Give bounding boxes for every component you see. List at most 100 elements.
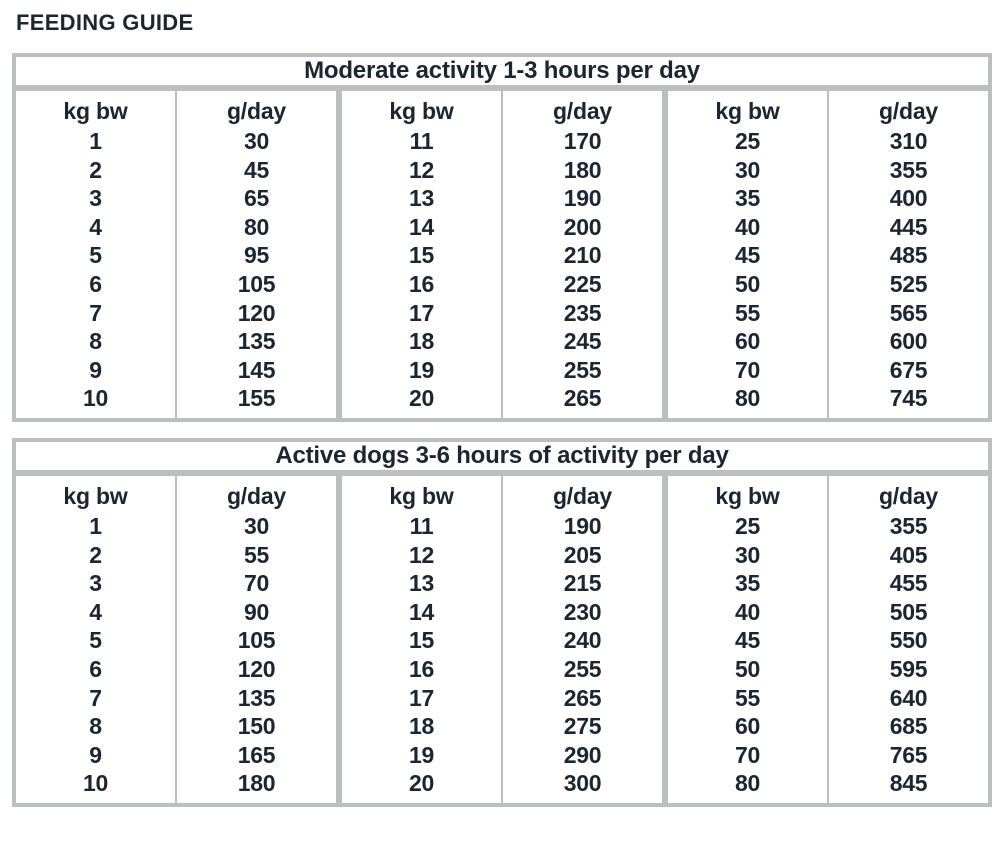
kg-bw-value: 8: [89, 328, 102, 355]
kg-bw-value: 35: [735, 185, 760, 212]
g-day-value: 200: [563, 213, 602, 240]
kg-bw-value: 25: [735, 128, 760, 154]
g-day-value: 165: [237, 741, 276, 768]
kg-bw-header: kg bw: [715, 98, 780, 124]
kg-bw-value: 8: [89, 713, 102, 740]
kg-bw-value: 18: [409, 328, 434, 355]
kg-bw-value: 16: [409, 270, 434, 297]
weight-column: kg bw 11 12 13 14 15 16 17 18 19 20: [342, 91, 503, 418]
g-day-value: 745: [889, 385, 928, 412]
column-group: kg bw 1 2 3 4 5 6 7 8 9 10 g/day 30 55 70 90 105 120 135 15…: [16, 475, 336, 803]
g-day-value: 105: [237, 627, 276, 654]
g-day-value: 80: [244, 213, 269, 240]
kg-bw-value: 30: [735, 541, 760, 568]
amount-column: g/day 170 180 190 200 210 225 235 245 255 265: [503, 91, 662, 418]
kg-bw-header: kg bw: [389, 482, 454, 509]
kg-bw-value: 4: [89, 213, 102, 240]
kg-bw-header: kg bw: [63, 482, 128, 509]
kg-bw-header: kg bw: [389, 98, 454, 124]
g-day-header: g/day: [878, 98, 939, 124]
kg-bw-value: 6: [89, 270, 102, 297]
g-day-header: g/day: [226, 482, 287, 509]
kg-bw-header: kg bw: [63, 98, 128, 124]
page: FEEDING GUIDE Moderate activity 1-3 hour…: [12, 10, 992, 807]
g-day-value: 170: [563, 128, 602, 154]
kg-bw-value: 18: [409, 713, 434, 740]
g-day-value: 70: [244, 570, 269, 597]
g-day-value: 235: [563, 299, 602, 326]
kg-bw-value: 40: [735, 213, 760, 240]
kg-bw-value: 5: [89, 242, 102, 269]
kg-bw-value: 40: [735, 598, 760, 625]
g-day-value: 355: [889, 156, 928, 183]
g-day-value: 135: [237, 684, 276, 711]
g-day-value: 685: [889, 713, 928, 740]
kg-bw-value: 12: [409, 541, 434, 568]
kg-bw-value: 30: [735, 156, 760, 183]
kg-bw-value: 35: [735, 570, 760, 597]
kg-bw-value: 19: [409, 741, 434, 768]
g-day-value: 765: [889, 741, 928, 768]
g-day-header: g/day: [552, 482, 613, 509]
g-day-value: 265: [563, 684, 602, 711]
kg-bw-value: 16: [409, 655, 434, 682]
column-group: kg bw 11 12 13 14 15 16 17 18 19 20 g/day 190 205 215 2…: [336, 475, 662, 803]
amount-column: g/day 190 205 215 230 240 255 265 275 290 300: [503, 476, 662, 803]
kg-bw-value: 80: [735, 770, 760, 797]
kg-bw-value: 17: [409, 684, 434, 711]
g-day-value: 255: [563, 356, 602, 383]
kg-bw-value: 7: [89, 299, 102, 326]
weight-column: kg bw 1 2 3 4 5 6 7 8 9 10: [16, 91, 177, 418]
g-day-value: 30: [244, 512, 269, 539]
amount-column: g/day 355 405 455 505 550 595 640 685 765 845: [829, 476, 988, 803]
g-day-value: 215: [563, 570, 602, 597]
g-day-header: g/day: [552, 98, 613, 124]
kg-bw-value: 6: [89, 655, 102, 682]
kg-bw-value: 19: [409, 356, 434, 383]
kg-bw-value: 15: [409, 627, 434, 654]
kg-bw-value: 1: [89, 128, 102, 154]
kg-bw-value: 13: [409, 185, 434, 212]
g-day-value: 455: [889, 570, 928, 597]
kg-bw-value: 3: [89, 570, 102, 597]
active-dogs-table: Active dogs 3-6 hours of activity per da…: [12, 437, 992, 807]
column-group: kg bw 25 30 35 40 45 50 55 60 70 80 g/day 310 355 400 4…: [662, 91, 988, 418]
kg-bw-value: 60: [735, 713, 760, 740]
kg-bw-value: 14: [409, 598, 434, 625]
kg-bw-value: 7: [89, 684, 102, 711]
kg-bw-value: 45: [735, 242, 760, 269]
kg-bw-value: 25: [735, 512, 760, 539]
kg-bw-value: 1: [89, 512, 102, 539]
amount-column: g/day 310 355 400 445 485 525 565 600 675 745: [829, 91, 988, 418]
kg-bw-value: 2: [89, 541, 102, 568]
table-body: kg bw 1 2 3 4 5 6 7 8 9 10 g/day 30 45 65 80 95 105 120 135…: [16, 91, 988, 418]
g-day-value: 300: [563, 770, 602, 797]
kg-bw-value: 15: [409, 242, 434, 269]
moderate-activity-table: Moderate activity 1-3 hours per day kg b…: [12, 53, 992, 422]
g-day-value: 145: [237, 356, 276, 383]
g-day-value: 180: [237, 770, 276, 797]
kg-bw-value: 11: [409, 512, 434, 539]
g-day-value: 240: [563, 627, 602, 654]
g-day-value: 180: [563, 156, 602, 183]
column-group: kg bw 1 2 3 4 5 6 7 8 9 10 g/day 30 45 65 80 95 105 120 135…: [16, 91, 336, 418]
g-day-value: 210: [563, 242, 602, 269]
kg-bw-value: 5: [89, 627, 102, 654]
g-day-value: 120: [237, 299, 276, 326]
g-day-value: 355: [889, 512, 928, 539]
g-day-value: 550: [889, 627, 928, 654]
g-day-value: 565: [889, 299, 928, 326]
kg-bw-value: 70: [735, 741, 760, 768]
g-day-value: 275: [563, 713, 602, 740]
g-day-value: 65: [244, 185, 269, 212]
kg-bw-value: 20: [409, 385, 434, 412]
amount-column: g/day 30 45 65 80 95 105 120 135 145 155: [177, 91, 336, 418]
g-day-value: 45: [244, 156, 269, 183]
g-day-value: 595: [889, 655, 928, 682]
g-day-value: 600: [889, 328, 928, 355]
g-day-value: 150: [237, 713, 276, 740]
g-day-value: 310: [889, 128, 928, 154]
table-title-active: Active dogs 3-6 hours of activity per da…: [16, 442, 988, 476]
g-day-value: 95: [244, 242, 269, 269]
kg-bw-value: 13: [409, 570, 434, 597]
